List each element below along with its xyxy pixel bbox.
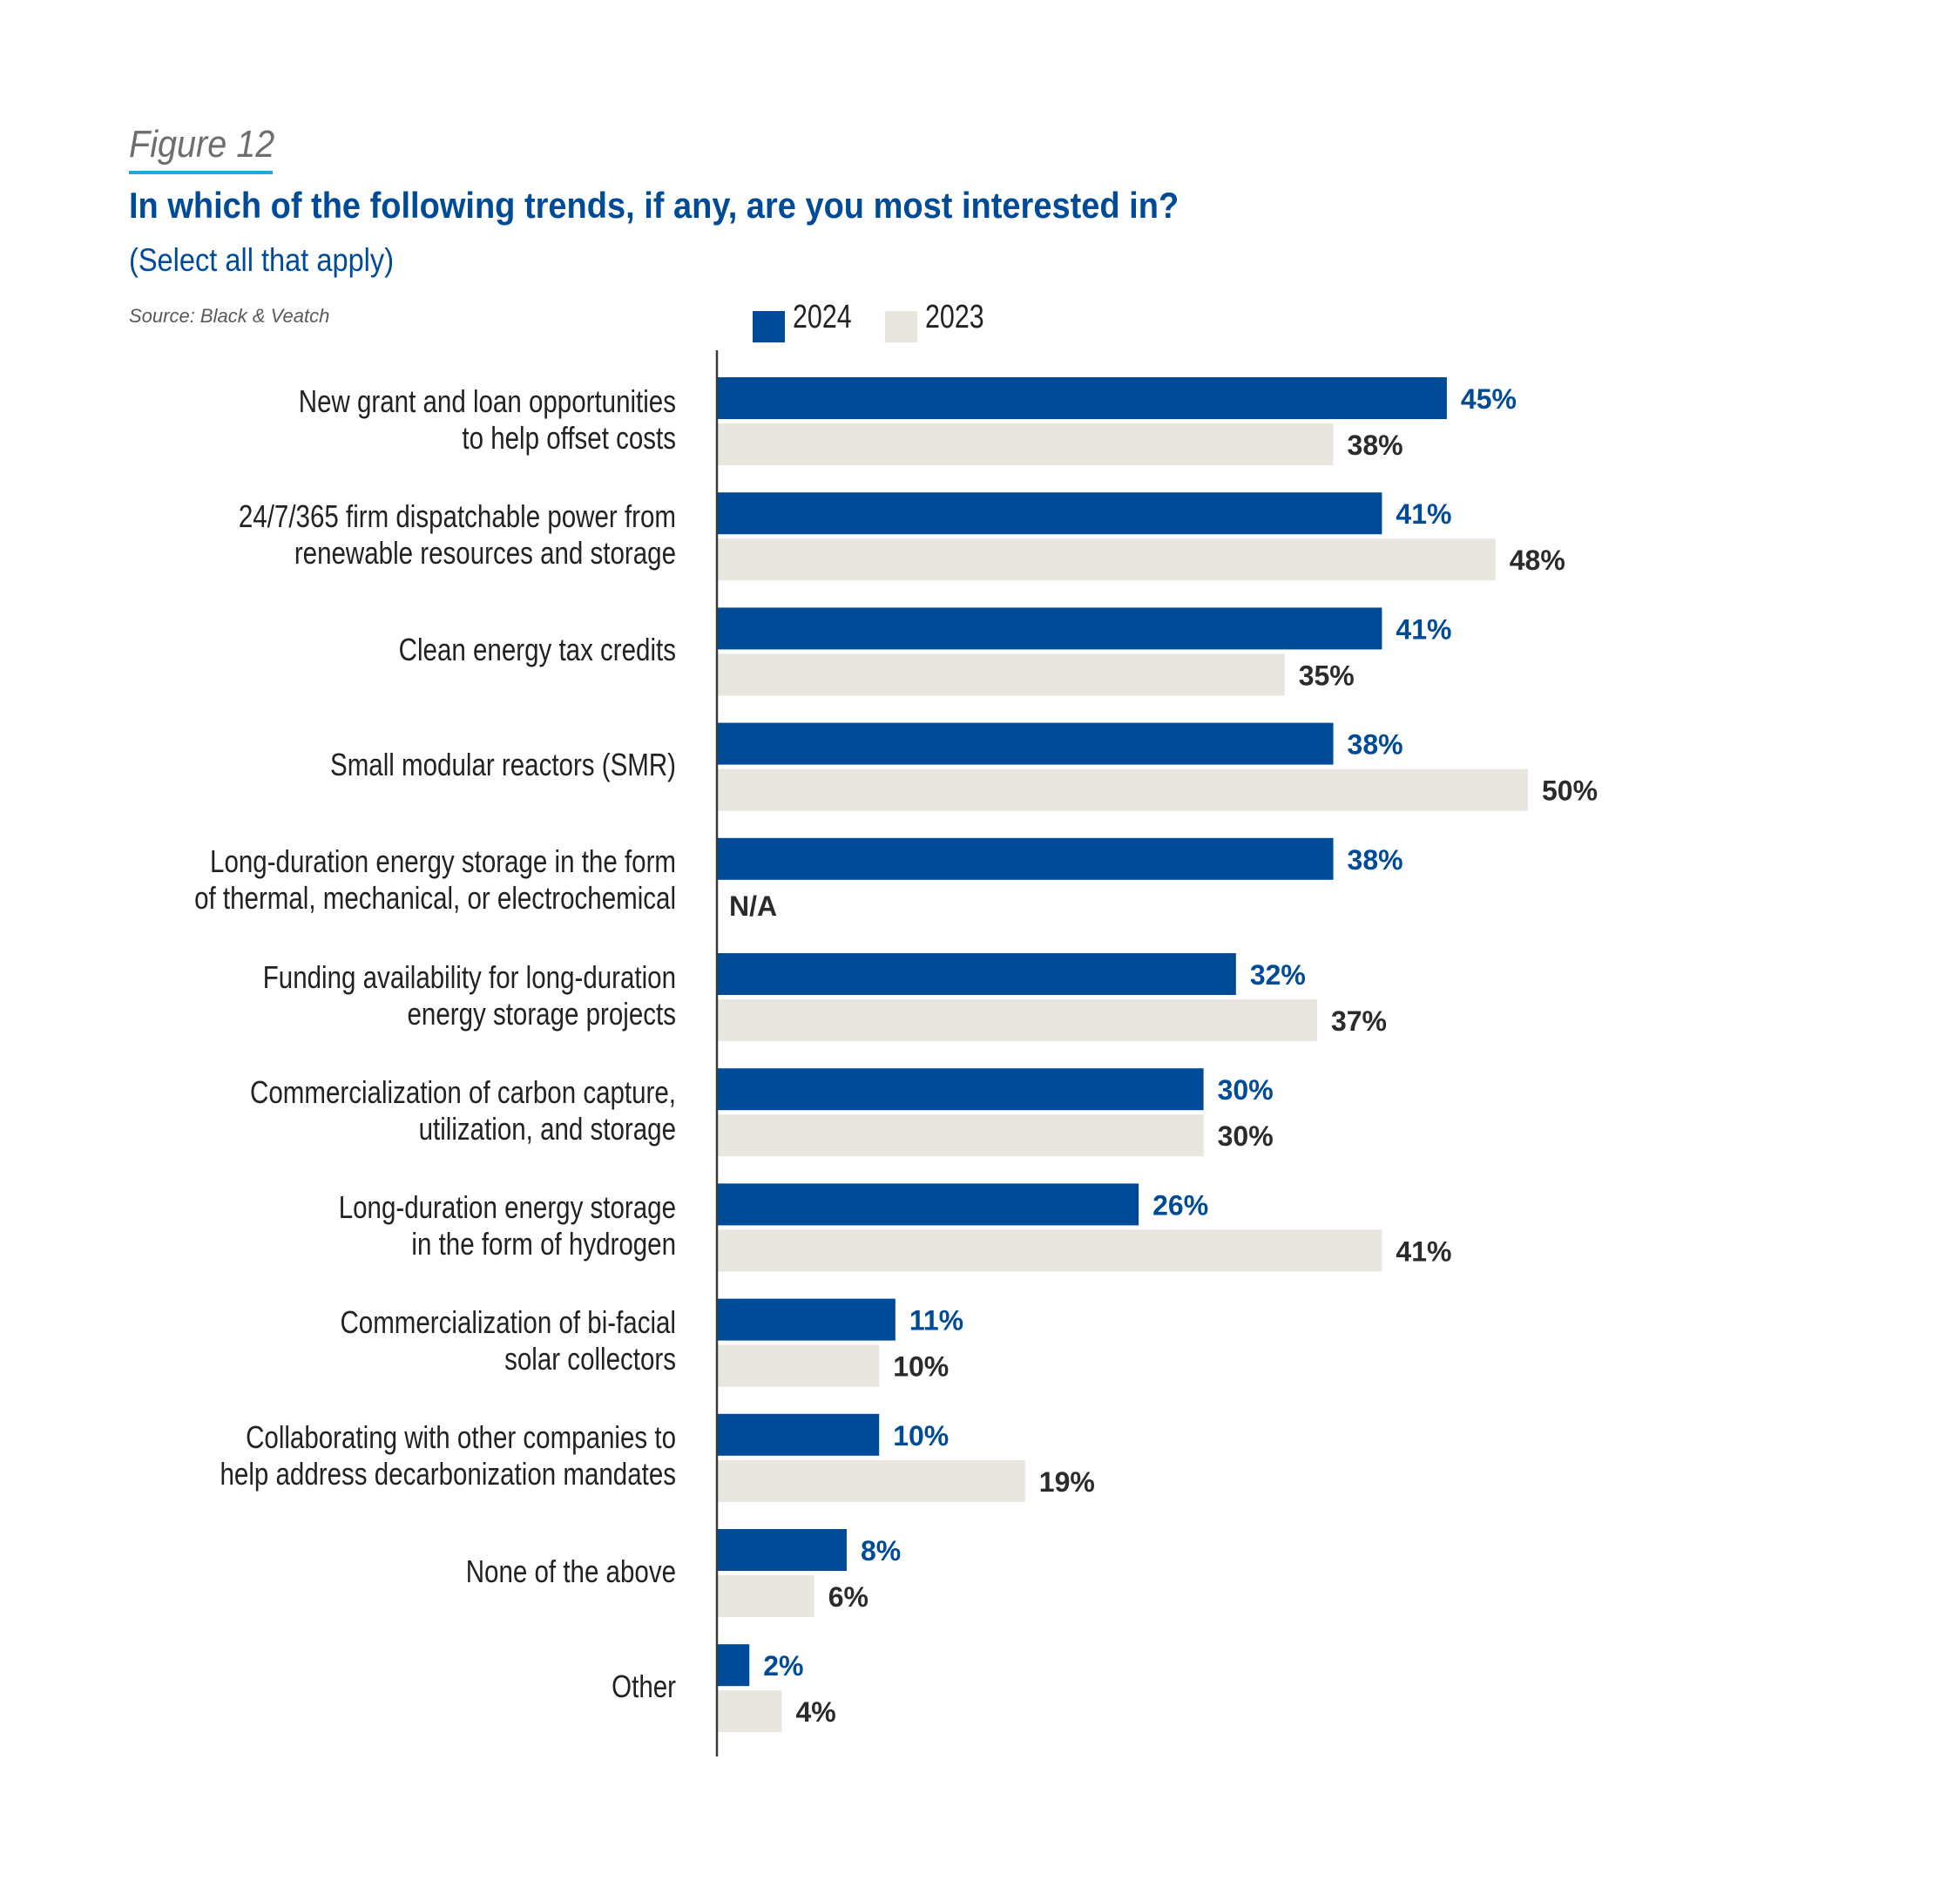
category-label-line: of thermal, mechanical, or electrochemic…: [194, 880, 676, 917]
value-label-2024: 8%: [861, 1535, 901, 1567]
legend-swatch-2023: [885, 311, 917, 342]
value-label-2023: 19%: [1039, 1466, 1095, 1498]
value-label-2023: 10%: [893, 1351, 949, 1383]
value-label-2024: 2%: [763, 1650, 803, 1682]
category-label-line: None of the above: [465, 1553, 676, 1589]
category-label: Long-duration energy storage in the form…: [0, 843, 676, 917]
figure-label: Figure 12: [129, 123, 275, 166]
bar-2024: [717, 492, 1382, 535]
value-label-2023: 4%: [795, 1696, 835, 1728]
bar-2024: [717, 1413, 880, 1456]
category-label-line: energy storage projects: [407, 995, 676, 1032]
value-label-2024: 30%: [1218, 1074, 1274, 1106]
chart-subtitle: (Select all that apply): [129, 242, 395, 278]
legend-label-2024: 2024: [793, 299, 852, 335]
bar-2024: [717, 377, 1447, 419]
bar-2023: [717, 653, 1285, 696]
source-note: Source: Black & Veatch: [129, 305, 330, 327]
value-label-2024: 10%: [893, 1420, 949, 1452]
bar-2023: [717, 1229, 1382, 1272]
value-label-2023: N/A: [729, 890, 777, 922]
category-label: Other: [0, 1668, 676, 1705]
category-label: None of the above: [0, 1553, 676, 1590]
bar-2024: [717, 1183, 1139, 1226]
category-label: Small modular reactors (SMR): [0, 747, 676, 783]
category-label-line: utilization, and storage: [418, 1110, 676, 1147]
category-label: Collaborating with other companies to hel…: [0, 1419, 676, 1492]
category-label: Funding availability for long-duration en…: [0, 959, 676, 1032]
value-label-2023: 38%: [1348, 430, 1403, 461]
category-label-line: Long-duration energy storage in the form: [210, 843, 676, 880]
bar-2023: [717, 1114, 1204, 1157]
value-label-2024: 38%: [1348, 844, 1403, 876]
category-label: New grant and loan opportunities to help …: [0, 383, 676, 457]
category-label-line: renewable resources and storage: [294, 534, 676, 571]
category-label-line: in the form of hydrogen: [411, 1225, 676, 1262]
category-label-line: solar collectors: [504, 1341, 676, 1377]
category-label-line: help address decarbonization mandates: [220, 1456, 676, 1492]
value-label-2023: 30%: [1218, 1120, 1274, 1152]
category-label: Long-duration energy storage in the form …: [0, 1189, 676, 1262]
bar-2023: [717, 1575, 814, 1617]
bar-2023: [717, 999, 1317, 1041]
category-label: Clean energy tax credits: [0, 632, 676, 668]
value-label-2024: 32%: [1250, 959, 1306, 991]
value-label-2024: 38%: [1348, 729, 1403, 761]
chart-title: In which of the following trends, if any…: [129, 185, 1179, 226]
value-label-2023: 50%: [1542, 775, 1598, 807]
bar-2023: [717, 1690, 782, 1733]
figure-label-underline: [129, 171, 273, 174]
category-label-line: Small modular reactors (SMR): [330, 747, 676, 783]
value-label-2023: 37%: [1331, 1005, 1387, 1037]
category-label: 24/7/365 firm dispatchable power from ren…: [0, 498, 676, 572]
category-label: Commercialization of carbon capture, util…: [0, 1074, 676, 1147]
value-label-2023: 35%: [1299, 660, 1355, 691]
bar-2023: [717, 768, 1528, 811]
value-label-2023: 41%: [1396, 1235, 1451, 1267]
bar-2024: [717, 1298, 896, 1341]
bar-2024: [717, 1644, 750, 1687]
bar-2024: [717, 607, 1382, 650]
bar-2024: [717, 837, 1334, 880]
bar-2023: [717, 1459, 1025, 1502]
bar-2023: [717, 538, 1496, 581]
value-label-2024: 41%: [1396, 613, 1451, 645]
bar-2023: [717, 423, 1334, 465]
category-label-line: Other: [612, 1668, 676, 1704]
category-label-line: New grant and loan opportunities: [298, 382, 676, 419]
category-label-line: to help offset costs: [462, 419, 676, 456]
value-label-2024: 26%: [1152, 1189, 1208, 1221]
value-label-2024: 45%: [1461, 383, 1517, 415]
bar-2023: [717, 1344, 880, 1387]
bar-2024: [717, 1068, 1204, 1111]
bar-2024: [717, 722, 1334, 765]
value-label-2023: 6%: [828, 1581, 868, 1613]
category-label-line: Commercialization of bi-facial: [340, 1304, 676, 1341]
category-label: Commercialization of bi-facial solar coll…: [0, 1304, 676, 1377]
category-label-line: Commercialization of carbon capture,: [250, 1073, 676, 1110]
category-label-line: Clean energy tax credits: [398, 631, 676, 667]
category-label-line: 24/7/365 firm dispatchable power from: [238, 497, 676, 534]
legend-label-2023: 2023: [925, 299, 984, 335]
value-label-2023: 48%: [1510, 545, 1565, 576]
legend-swatch-2024: [753, 311, 785, 342]
bar-2024: [717, 953, 1236, 995]
value-label-2024: 41%: [1396, 498, 1451, 530]
category-label-line: Collaborating with other companies to: [246, 1419, 676, 1456]
category-label-line: Funding availability for long-duration: [262, 958, 676, 995]
category-label-line: Long-duration energy storage: [338, 1188, 676, 1225]
bar-2024: [717, 1529, 847, 1571]
value-label-2024: 11%: [909, 1305, 963, 1337]
